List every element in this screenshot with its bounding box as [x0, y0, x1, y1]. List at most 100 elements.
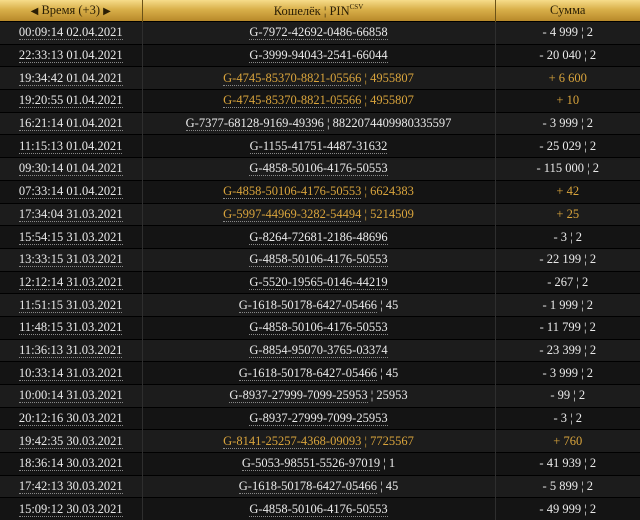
time-cell: 10:33:14 31.03.2021: [0, 361, 143, 385]
wallet-link[interactable]: G-5520-19565-0146-44219: [249, 274, 388, 290]
time-cell: 19:34:42 01.04.2021: [0, 66, 143, 90]
wallet-link[interactable]: G-1618-50178-6427-05466: [238, 479, 377, 495]
table-row: 15:54:15 31.03.2021 G-8264-72681-2186-486…: [0, 225, 640, 249]
time-link[interactable]: 07:33:14 01.04.2021: [18, 184, 123, 200]
time-cell: 10:00:14 31.03.2021: [0, 384, 143, 408]
time-link[interactable]: 19:42:35 30.03.2021: [18, 433, 123, 449]
prev-arrow-icon[interactable]: ◀: [30, 6, 39, 17]
wallet-link[interactable]: G-4858-50106-4176-50553: [249, 252, 388, 268]
time-link[interactable]: 13:33:15 31.03.2021: [18, 252, 123, 268]
table-row: 16:21:14 01.04.2021 G-7377-68128-9169-493…: [0, 111, 640, 135]
wallet-cell: G-4745-85370-8821-05566 ¦ 4955807: [142, 89, 496, 113]
sum-cell: - 25 029 ¦ 2: [495, 134, 640, 158]
time-link[interactable]: 16:21:14 01.04.2021: [18, 116, 123, 132]
time-cell: 12:12:14 31.03.2021: [0, 270, 143, 294]
wallet-link[interactable]: G-5053-98551-5526-97019: [241, 456, 381, 472]
time-link[interactable]: 22:33:13 01.04.2021: [18, 48, 123, 64]
table-row: 22:33:13 01.04.2021 G-3999-94043-2541-660…: [0, 43, 640, 67]
time-link[interactable]: 19:20:55 01.04.2021: [18, 93, 123, 109]
wallet-link[interactable]: G-8937-27999-7099-25953: [249, 411, 388, 427]
time-link[interactable]: 10:33:14 31.03.2021: [18, 365, 123, 381]
time-link[interactable]: 09:30:14 01.04.2021: [18, 161, 123, 177]
wallet-cell: G-1618-50178-6427-05466 ¦ 45: [142, 361, 496, 385]
pin-separator: ¦: [376, 297, 386, 312]
pin-value: 5214509: [370, 206, 414, 221]
wallet-link[interactable]: G-1618-50178-6427-05466: [238, 297, 377, 313]
time-link[interactable]: 15:09:12 30.03.2021: [18, 501, 123, 517]
time-link[interactable]: 00:09:14 02.04.2021: [18, 25, 123, 41]
wallet-link[interactable]: G-4858-50106-4176-50553: [223, 184, 362, 200]
sum-cell: - 3 999 ¦ 2: [495, 111, 640, 135]
pin-value: 7725567: [370, 433, 414, 448]
time-cell: 11:15:13 01.04.2021: [0, 134, 143, 158]
pin-separator: ¦: [376, 479, 386, 494]
wallet-link[interactable]: G-8264-72681-2186-48696: [249, 229, 388, 245]
wallet-link[interactable]: G-5997-44969-3282-54494: [223, 206, 362, 222]
wallet-link[interactable]: G-1155-41751-4487-31632: [249, 138, 388, 154]
table-row: 11:48:15 31.03.2021 G-4858-50106-4176-505…: [0, 315, 640, 340]
wallet-cell: G-1618-50178-6427-05466 ¦ 45: [142, 293, 496, 317]
table-row: 11:36:13 31.03.2021 G-8854-95070-3765-033…: [0, 338, 640, 362]
time-cell: 18:36:14 30.03.2021: [0, 452, 143, 476]
sum-cell: + 760: [495, 429, 640, 453]
time-cell: 13:33:15 31.03.2021: [0, 247, 143, 272]
wallet-link[interactable]: G-7377-68128-9169-49396: [185, 116, 324, 132]
csv-link[interactable]: CSV: [349, 2, 364, 11]
wallet-cell: G-4858-50106-4176-50553: [142, 247, 496, 272]
sum-cell: - 5 899 ¦ 2: [495, 474, 640, 498]
table-row: 19:42:35 30.03.2021 G-8141-25257-4368-090…: [0, 429, 640, 453]
table-row: 17:34:04 31.03.2021 G-5997-44969-3282-544…: [0, 202, 640, 226]
time-link[interactable]: 11:15:13 01.04.2021: [19, 138, 123, 154]
next-arrow-icon[interactable]: ▶: [103, 6, 111, 17]
wallet-link[interactable]: G-4745-85370-8821-05566: [223, 93, 362, 109]
pin-separator: ¦: [361, 206, 371, 221]
table-row: 19:34:42 01.04.2021 G-4745-85370-8821-055…: [0, 66, 640, 90]
sum-column-header: Сумма: [495, 0, 640, 22]
time-cell: 17:42:13 30.03.2021: [0, 474, 143, 498]
time-link[interactable]: 12:12:14 31.03.2021: [18, 274, 123, 290]
pin-separator: ¦: [361, 93, 371, 108]
table-row: 07:33:14 01.04.2021 G-4858-50106-4176-505…: [0, 179, 640, 203]
wallet-cell: G-4858-50106-4176-50553: [142, 315, 496, 340]
pin-value: 4955807: [370, 93, 414, 108]
time-cell: 11:51:15 31.03.2021: [0, 293, 143, 317]
time-link[interactable]: 10:00:14 31.03.2021: [18, 388, 123, 404]
pin-separator: ¦: [361, 433, 371, 448]
time-link[interactable]: 11:36:13 31.03.2021: [19, 342, 123, 358]
wallet-link[interactable]: G-8141-25257-4368-09093: [223, 433, 362, 449]
wallet-cell: G-1618-50178-6427-05466 ¦ 45: [142, 474, 496, 498]
sum-cell: + 6 600: [495, 66, 640, 90]
time-link[interactable]: 19:34:42 01.04.2021: [18, 70, 123, 86]
table-row: 10:33:14 31.03.2021 G-1618-50178-6427-054…: [0, 361, 640, 385]
time-link[interactable]: 17:34:04 31.03.2021: [18, 206, 123, 222]
wallet-link[interactable]: G-4858-50106-4176-50553: [249, 501, 388, 517]
time-cell: 11:36:13 31.03.2021: [0, 338, 143, 362]
time-cell: 19:20:55 01.04.2021: [0, 89, 143, 113]
time-link[interactable]: 11:51:15 31.03.2021: [19, 297, 123, 313]
time-link[interactable]: 18:36:14 30.03.2021: [18, 456, 123, 472]
table-row: 09:30:14 01.04.2021 G-4858-50106-4176-505…: [0, 157, 640, 181]
wallet-link[interactable]: G-3999-94043-2541-66044: [249, 48, 388, 64]
time-link[interactable]: 11:48:15 31.03.2021: [19, 320, 123, 336]
wallet-link[interactable]: G-8854-95070-3765-03374: [249, 342, 388, 358]
wallet-link[interactable]: G-8937-27999-7099-25953: [229, 388, 368, 404]
table-row: 13:33:15 31.03.2021 G-4858-50106-4176-505…: [0, 247, 640, 272]
wallet-cell: G-5997-44969-3282-54494 ¦ 5214509: [142, 202, 496, 226]
sum-cell: - 11 799 ¦ 2: [495, 315, 640, 340]
time-link[interactable]: 17:42:13 30.03.2021: [18, 479, 123, 495]
wallet-link[interactable]: G-4858-50106-4176-50553: [249, 161, 388, 177]
pin-value: 45: [385, 365, 399, 380]
wallet-link[interactable]: G-4745-85370-8821-05566: [223, 70, 362, 86]
sum-cell: - 3 999 ¦ 2: [495, 361, 640, 385]
wallet-cell: G-8937-27999-7099-25953 ¦ 25953: [142, 384, 496, 408]
pin-value: 6624383: [370, 184, 414, 199]
wallet-link[interactable]: G-4858-50106-4176-50553: [249, 320, 388, 336]
wallet-link[interactable]: G-1618-50178-6427-05466: [238, 365, 377, 381]
wallet-link[interactable]: G-7972-42692-0486-66858: [249, 25, 388, 41]
pin-value: 8822074409980335597: [332, 116, 452, 131]
pin-separator: ¦: [367, 388, 377, 403]
time-link[interactable]: 15:54:15 31.03.2021: [18, 229, 123, 245]
sum-cell: - 115 000 ¦ 2: [495, 157, 640, 181]
time-link[interactable]: 20:12:16 30.03.2021: [18, 411, 123, 427]
